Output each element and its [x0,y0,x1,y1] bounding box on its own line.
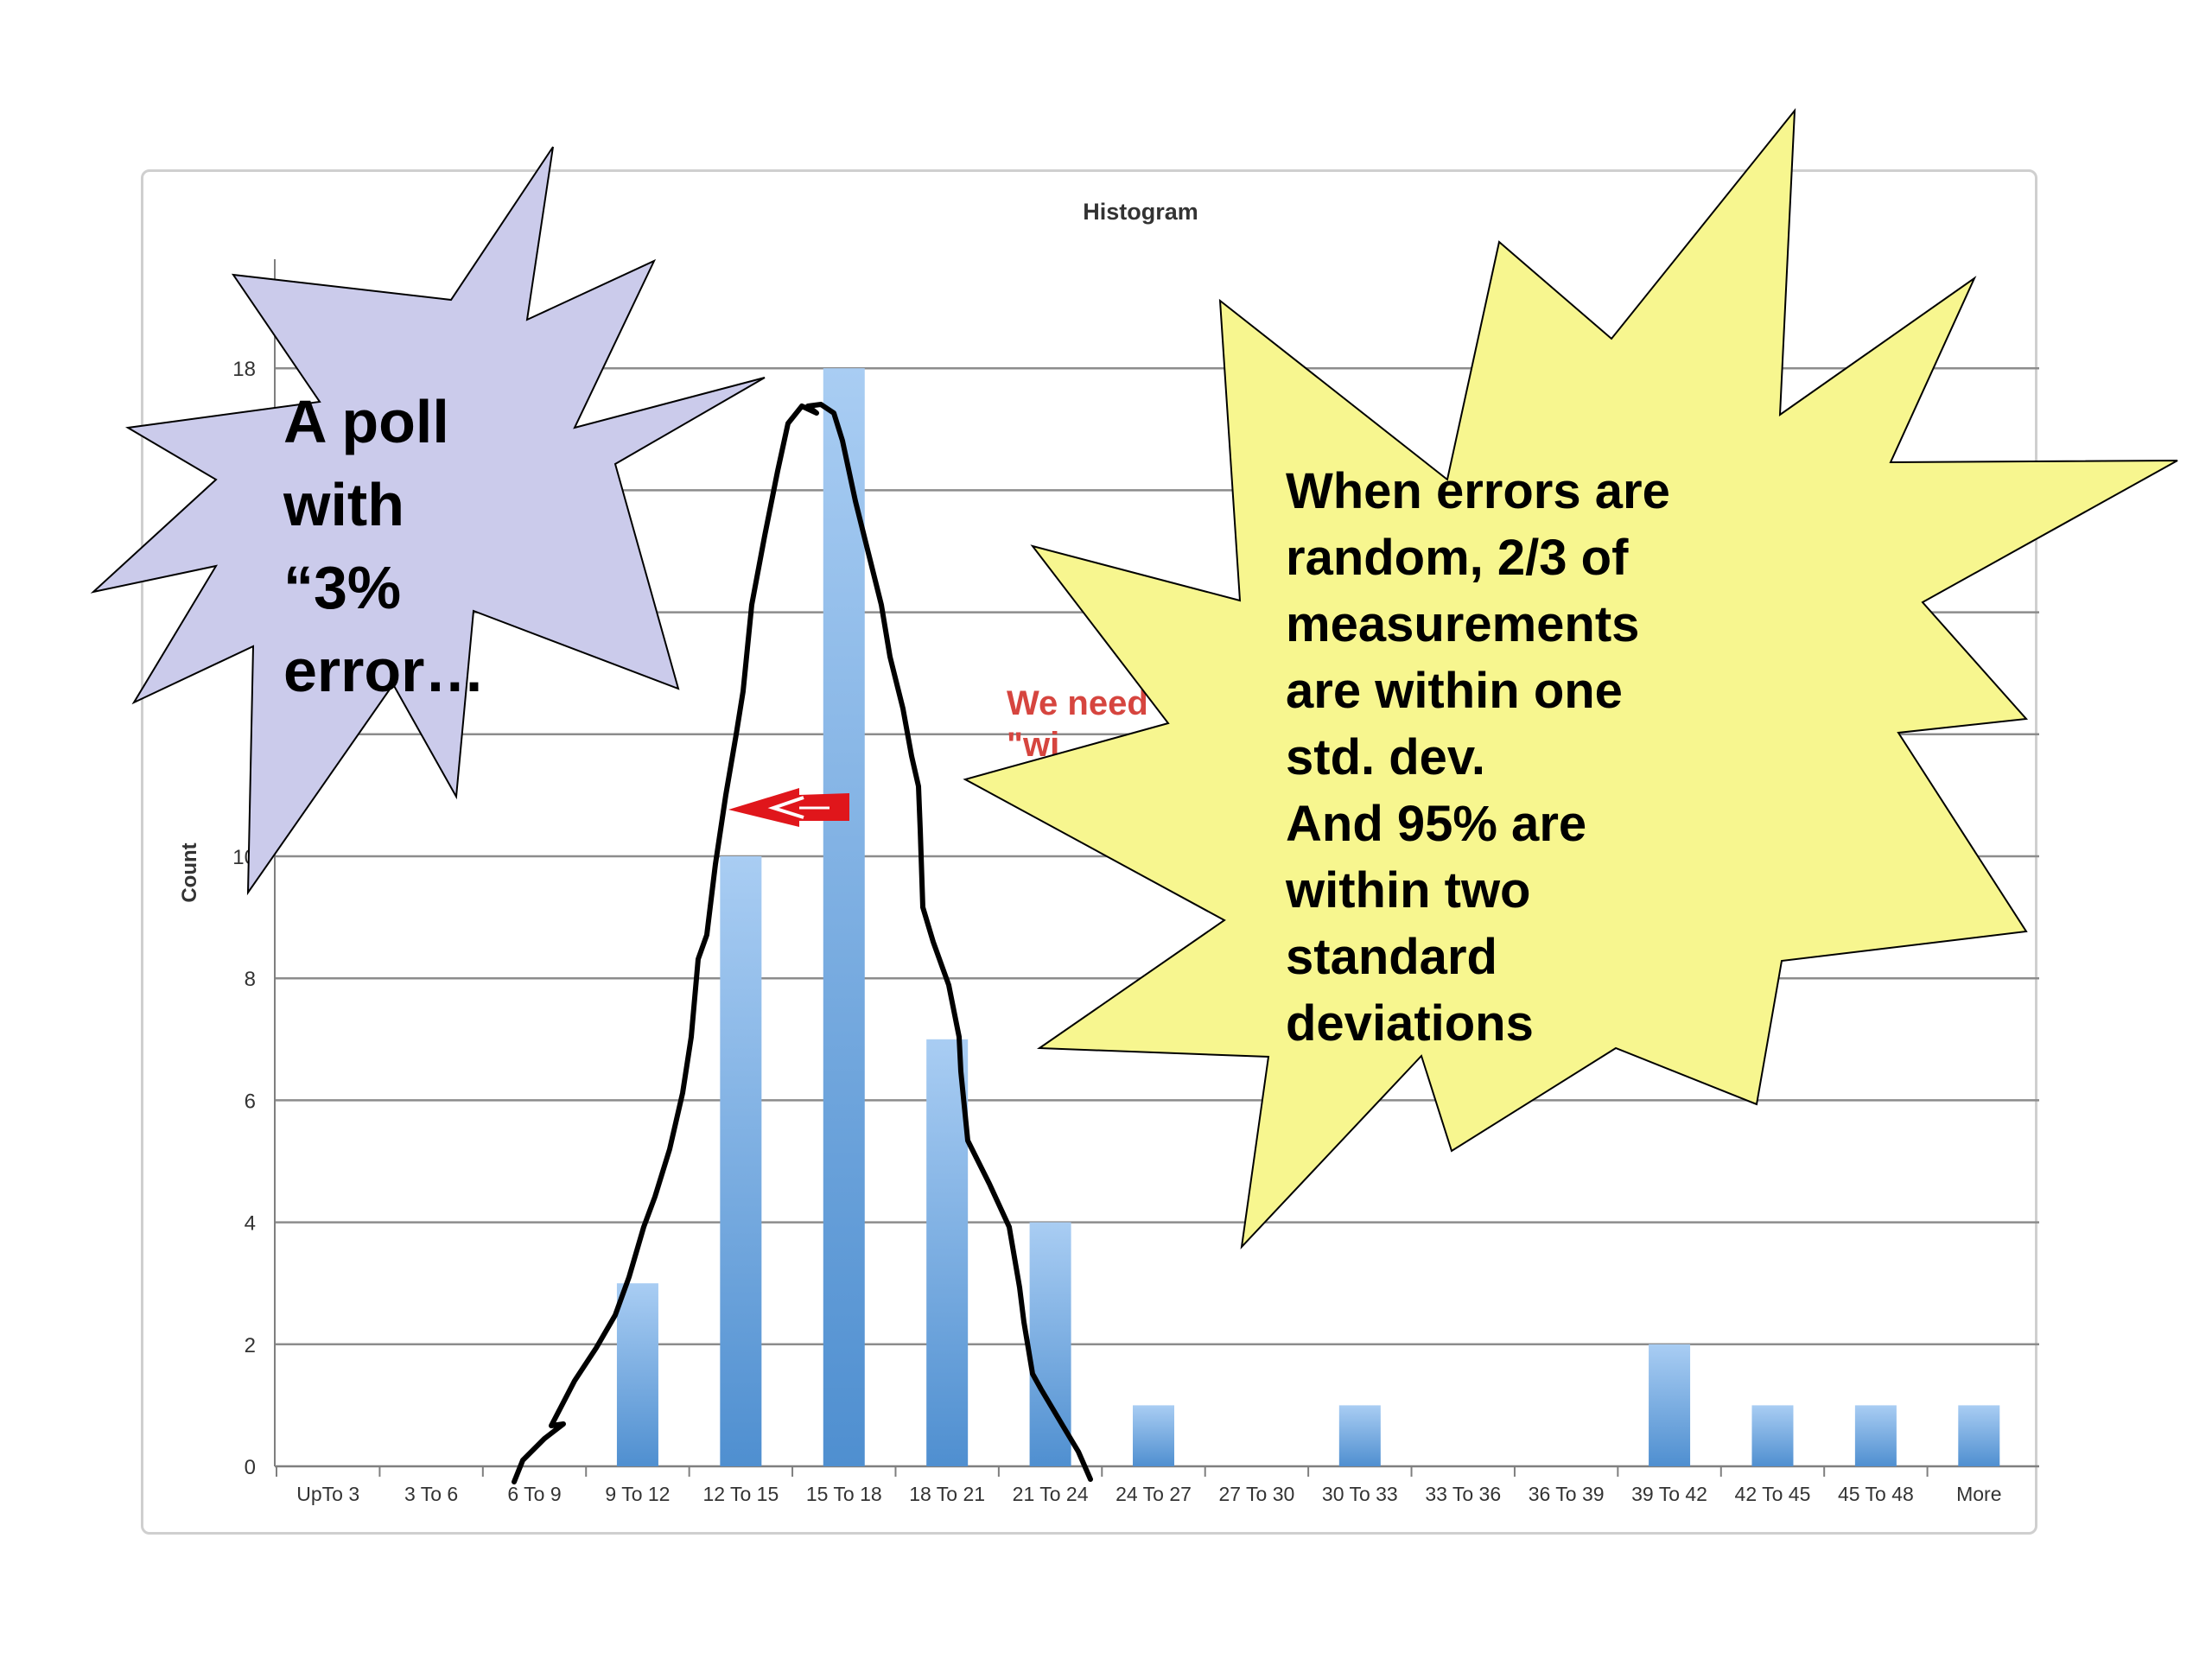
left-callout-line-2: with [283,471,404,538]
x-tick-label: More [1956,1483,2001,1505]
partially-hidden-annotation: We need "wi [1007,683,1148,766]
bar-7 [926,1039,969,1466]
bar-15 [1751,1405,1794,1466]
x-tick-label: 12 To 15 [702,1483,779,1505]
right-callout-line-6: And 95% are [1286,796,1587,852]
bar-11 [1338,1405,1381,1466]
x-tick-label: 30 To 33 [1322,1483,1398,1505]
y-tick-label: 0 [245,1456,256,1479]
y-axis-label: Count [178,842,201,902]
x-tick-label: 3 To 6 [404,1483,458,1505]
bar-9 [1133,1405,1174,1466]
x-tick-label: UpTo 3 [296,1483,359,1505]
right-callout-line-2: random, 2/3 of [1286,530,1629,586]
right-callout-line-5: std. dev. [1286,729,1485,785]
x-tick-label: 21 To 24 [1013,1483,1089,1505]
x-tick-label: 6 To 9 [507,1483,561,1505]
hand-drawn-normal-curve [512,402,1093,1484]
x-tick-label: 9 To 12 [605,1483,670,1505]
bars [616,368,2000,1467]
bar-14 [1649,1344,1691,1466]
x-tick-label: 24 To 27 [1116,1483,1192,1505]
y-tick-label: 4 [245,1212,256,1236]
x-tick-label: 27 To 30 [1218,1483,1294,1505]
right-callout-line-8: standard [1286,929,1497,985]
x-tick-label: 33 To 36 [1425,1483,1501,1505]
bar-17 [1958,1405,2000,1466]
bar-6 [823,368,865,1467]
x-tick-label: 42 To 45 [1735,1483,1811,1505]
bar-5 [720,856,762,1466]
bar-4 [616,1283,658,1466]
y-tick-label: 8 [245,968,256,991]
bar-16 [1854,1405,1897,1466]
x-tick-label: 45 To 48 [1838,1483,1914,1505]
red-arrow [728,788,849,827]
right-starburst-callout [963,107,2178,1249]
y-tick-label: 18 [232,358,256,381]
right-callout-line-7: within two [1286,862,1531,918]
right-callout-line-9: deviations [1286,995,1534,1052]
right-callout-text: When errors are random, 2/3 of measurement… [1286,458,1670,1057]
x-tick-label: 15 To 18 [806,1483,882,1505]
right-callout-line-4: are within one [1286,663,1623,719]
y-tick-label: 6 [245,1090,256,1113]
left-callout-line-1: A poll [283,388,449,455]
chart-title: Histogram [1083,199,1198,225]
annotation-line-1: We need [1007,684,1148,722]
left-callout-line-4: error… [283,637,486,704]
right-callout-line-3: measurements [1286,596,1640,652]
left-callout-line-3: “3% [283,554,402,621]
left-starburst-callout [90,146,766,896]
x-tick-label: 39 To 42 [1631,1483,1707,1505]
right-callout-line-1: When errors are [1286,463,1670,519]
x-tick-label: 36 To 39 [1529,1483,1605,1505]
x-tick-label: 18 To 21 [909,1483,985,1505]
left-callout-text: A poll with “3% error… [283,380,485,712]
y-tick-label: 2 [245,1334,256,1357]
